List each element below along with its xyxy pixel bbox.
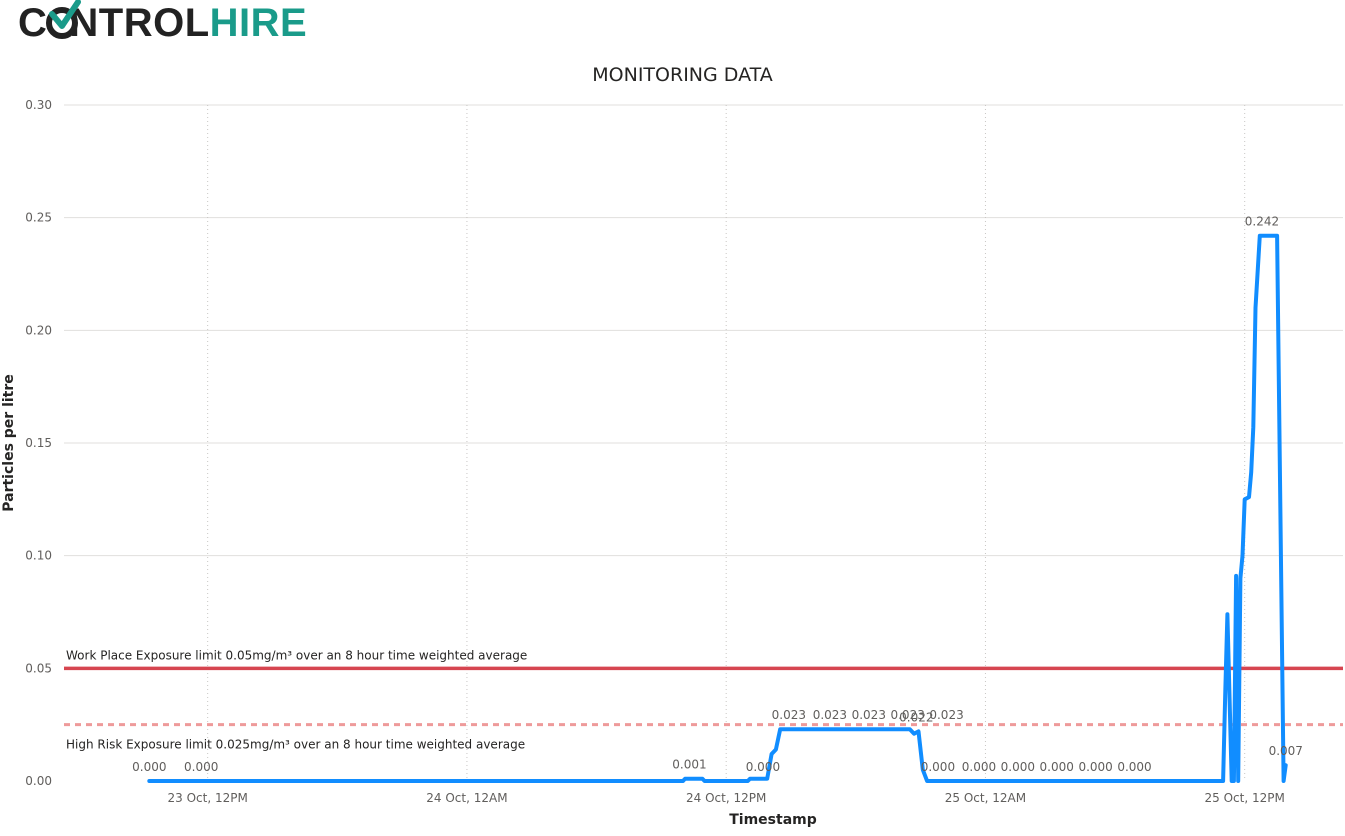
data-label: 0.000 xyxy=(132,760,166,774)
data-label: 0.000 xyxy=(1078,760,1112,774)
data-label: 0.007 xyxy=(1269,744,1303,758)
data-label: 0.242 xyxy=(1245,215,1279,229)
brand-control-rest: NTROL xyxy=(69,0,210,45)
x-axis-title: Timestamp xyxy=(729,812,817,828)
data-label: 0.023 xyxy=(890,708,924,722)
data-label: 0.000 xyxy=(184,760,218,774)
data-label: 0.023 xyxy=(852,708,886,722)
data-label: 0.000 xyxy=(921,760,955,774)
y-axis-title: Particles per litre xyxy=(1,374,17,512)
high-risk-limit-label: High Risk Exposure limit 0.025mg/m³ over… xyxy=(66,738,525,752)
data-label: 0.000 xyxy=(746,760,780,774)
y-tick-label: 0.05 xyxy=(25,661,52,675)
x-tick-label: 25 Oct, 12AM xyxy=(945,791,1026,805)
x-tick-label: 25 Oct, 12PM xyxy=(1205,791,1285,805)
brand-logo: C NTROL HIRE xyxy=(18,0,307,46)
data-label: 0.000 xyxy=(1117,760,1151,774)
data-label: 0.023 xyxy=(772,708,806,722)
data-label: 0.000 xyxy=(1040,760,1074,774)
data-label: 0.022 xyxy=(899,710,933,724)
brand-control-c: C xyxy=(18,0,48,45)
x-tick-label: 24 Oct, 12AM xyxy=(426,791,507,805)
y-tick-label: 0.00 xyxy=(25,774,52,788)
brand-hire: HIRE xyxy=(209,0,308,45)
x-tick-label: 23 Oct, 12PM xyxy=(168,791,248,805)
data-label: 0.000 xyxy=(962,760,996,774)
data-label: 0.000 xyxy=(1001,760,1035,774)
y-tick-label: 0.30 xyxy=(25,98,52,112)
x-tick-label: 24 Oct, 12PM xyxy=(686,791,766,805)
data-label: 0.023 xyxy=(929,708,963,722)
y-tick-label: 0.20 xyxy=(25,323,52,337)
series-line xyxy=(147,233,1288,783)
workplace-limit-label: Work Place Exposure limit 0.05mg/m³ over… xyxy=(66,648,527,662)
data-label: 0.023 xyxy=(813,708,847,722)
y-tick-label: 0.10 xyxy=(25,549,52,563)
checkmark-icon xyxy=(46,0,81,39)
y-tick-label: 0.15 xyxy=(25,436,52,450)
chart-title: MONITORING DATA xyxy=(592,64,773,86)
data-label: 0.001 xyxy=(672,758,706,772)
y-tick-label: 0.25 xyxy=(25,211,52,225)
